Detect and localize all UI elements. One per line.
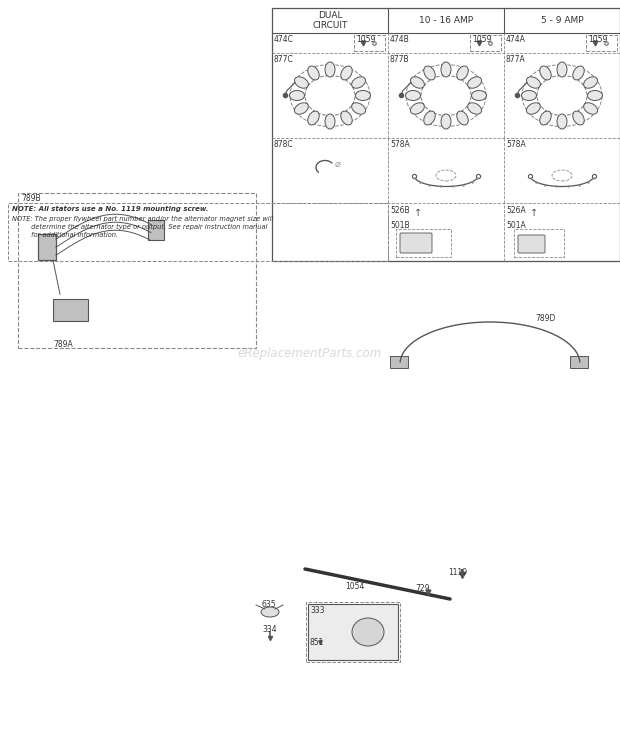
Ellipse shape bbox=[540, 66, 551, 80]
Bar bbox=[308, 604, 398, 660]
Text: 474C: 474C bbox=[274, 35, 294, 44]
FancyBboxPatch shape bbox=[400, 233, 432, 253]
Text: NOTE: The proper flywheel part number and/or the alternator magnet size will: NOTE: The proper flywheel part number an… bbox=[12, 216, 273, 222]
Ellipse shape bbox=[573, 111, 584, 125]
Text: 10 - 16 AMP: 10 - 16 AMP bbox=[419, 16, 473, 25]
Ellipse shape bbox=[467, 77, 482, 89]
Ellipse shape bbox=[457, 111, 468, 125]
Bar bbox=[570, 356, 588, 368]
Bar bbox=[272, 8, 620, 261]
Ellipse shape bbox=[308, 111, 319, 125]
Text: 578A: 578A bbox=[390, 140, 410, 149]
Ellipse shape bbox=[261, 607, 279, 617]
Ellipse shape bbox=[467, 103, 482, 115]
Text: 1059: 1059 bbox=[588, 35, 608, 44]
Text: 1119: 1119 bbox=[448, 568, 467, 577]
Ellipse shape bbox=[405, 91, 420, 100]
Text: 635: 635 bbox=[262, 600, 277, 609]
Ellipse shape bbox=[441, 62, 451, 77]
Bar bbox=[148, 220, 164, 240]
Bar bbox=[306, 602, 400, 662]
Ellipse shape bbox=[583, 103, 598, 115]
Bar bbox=[586, 35, 617, 51]
Ellipse shape bbox=[526, 77, 541, 89]
Ellipse shape bbox=[540, 111, 551, 125]
Text: 333: 333 bbox=[310, 606, 325, 615]
Bar bbox=[354, 35, 385, 51]
Ellipse shape bbox=[457, 66, 468, 80]
Text: 526B: 526B bbox=[390, 206, 410, 215]
Ellipse shape bbox=[355, 91, 371, 100]
Ellipse shape bbox=[424, 111, 435, 125]
Text: 789D: 789D bbox=[535, 314, 556, 323]
Ellipse shape bbox=[424, 66, 435, 80]
Bar bbox=[390, 356, 408, 368]
Text: 1059: 1059 bbox=[472, 35, 492, 44]
Text: DUAL
CIRCUIT: DUAL CIRCUIT bbox=[312, 11, 348, 31]
FancyBboxPatch shape bbox=[518, 235, 545, 253]
Text: 789B: 789B bbox=[21, 194, 41, 203]
Text: eReplacementParts.com: eReplacementParts.com bbox=[238, 347, 382, 361]
Ellipse shape bbox=[588, 91, 603, 100]
Text: ⌀: ⌀ bbox=[335, 158, 341, 168]
Ellipse shape bbox=[290, 91, 304, 100]
Bar bbox=[470, 35, 501, 51]
Text: 877C: 877C bbox=[274, 55, 294, 64]
Ellipse shape bbox=[308, 66, 319, 80]
Text: 729: 729 bbox=[415, 584, 430, 593]
Ellipse shape bbox=[325, 114, 335, 129]
Text: 501A: 501A bbox=[506, 221, 526, 230]
Text: 5 - 9 AMP: 5 - 9 AMP bbox=[541, 16, 583, 25]
Text: 851: 851 bbox=[310, 638, 324, 647]
Ellipse shape bbox=[294, 77, 308, 89]
Text: 526A: 526A bbox=[506, 206, 526, 215]
Bar bbox=[396, 229, 451, 257]
Bar bbox=[53, 299, 88, 321]
Bar bbox=[38, 234, 56, 260]
Text: ↑: ↑ bbox=[414, 208, 422, 218]
Ellipse shape bbox=[352, 103, 366, 115]
Bar bbox=[514, 229, 564, 257]
Bar bbox=[18, 193, 256, 348]
Text: determine the alternator type or output. See repair instruction manual: determine the alternator type or output.… bbox=[12, 224, 267, 230]
Ellipse shape bbox=[583, 77, 598, 89]
Text: 877A: 877A bbox=[506, 55, 526, 64]
Ellipse shape bbox=[325, 62, 335, 77]
Ellipse shape bbox=[471, 91, 487, 100]
Text: 877B: 877B bbox=[390, 55, 410, 64]
Text: 1059: 1059 bbox=[356, 35, 375, 44]
Text: NOTE: All stators use a No. 1119 mounting screw.: NOTE: All stators use a No. 1119 mountin… bbox=[12, 206, 208, 212]
Ellipse shape bbox=[410, 77, 424, 89]
Bar bbox=[8, 203, 388, 261]
Text: 474B: 474B bbox=[390, 35, 410, 44]
Text: 789A: 789A bbox=[53, 340, 73, 349]
Text: 878C: 878C bbox=[274, 140, 294, 149]
Text: 474A: 474A bbox=[506, 35, 526, 44]
Ellipse shape bbox=[557, 114, 567, 129]
Ellipse shape bbox=[521, 91, 536, 100]
Text: 1054: 1054 bbox=[345, 582, 365, 591]
Text: for additional information.: for additional information. bbox=[12, 232, 118, 238]
Ellipse shape bbox=[352, 77, 366, 89]
Text: 334: 334 bbox=[262, 625, 277, 634]
Ellipse shape bbox=[410, 103, 424, 115]
Ellipse shape bbox=[341, 66, 352, 80]
Text: 501B: 501B bbox=[390, 221, 410, 230]
Ellipse shape bbox=[294, 103, 308, 115]
Ellipse shape bbox=[526, 103, 541, 115]
Ellipse shape bbox=[441, 114, 451, 129]
Text: 578A: 578A bbox=[506, 140, 526, 149]
Text: ↑: ↑ bbox=[530, 208, 538, 218]
Ellipse shape bbox=[573, 66, 584, 80]
Ellipse shape bbox=[341, 111, 352, 125]
Ellipse shape bbox=[557, 62, 567, 77]
Ellipse shape bbox=[352, 618, 384, 646]
